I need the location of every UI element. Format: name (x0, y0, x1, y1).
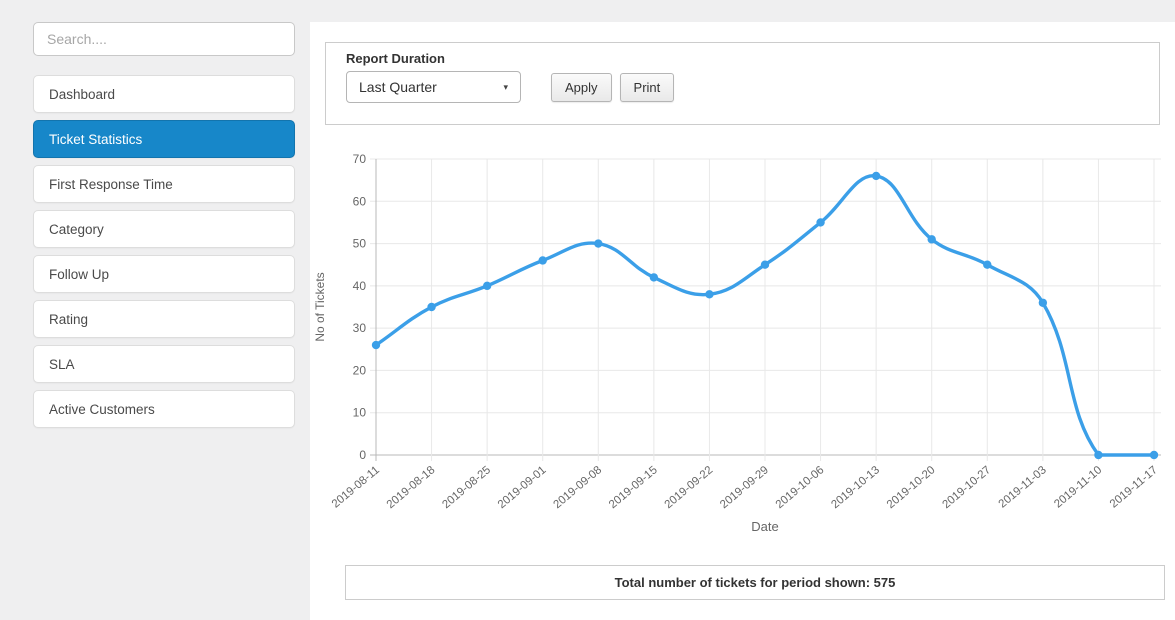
report-duration-panel: Report Duration Last Quarter ▾ Apply Pri… (325, 42, 1160, 125)
svg-text:2019-08-18: 2019-08-18 (385, 464, 438, 511)
sidebar-item-sla[interactable]: SLA (33, 345, 295, 383)
sidebar-item-label: Follow Up (49, 266, 110, 282)
svg-text:2019-09-15: 2019-09-15 (607, 464, 660, 511)
data-point (371, 340, 381, 350)
svg-text:0: 0 (359, 448, 366, 462)
total-summary: Total number of tickets for period shown… (345, 565, 1165, 600)
svg-text:2019-11-10: 2019-11-10 (1052, 464, 1104, 510)
data-point (871, 171, 881, 181)
print-button[interactable]: Print (619, 72, 675, 102)
svg-text:No of Tickets: No of Tickets (313, 272, 327, 341)
data-point (927, 235, 936, 244)
svg-text:2019-09-29: 2019-09-29 (718, 464, 771, 511)
svg-text:30: 30 (353, 321, 367, 335)
sidebar-item-ticket-statistics[interactable]: Ticket Statistics (33, 120, 295, 158)
svg-text:2019-10-06: 2019-10-06 (774, 464, 827, 511)
svg-text:2019-09-08: 2019-09-08 (551, 464, 604, 511)
sidebar-item-label: Category (49, 221, 104, 237)
svg-text:70: 70 (353, 152, 367, 166)
svg-text:20: 20 (353, 363, 367, 377)
svg-text:2019-08-11: 2019-08-11 (330, 464, 382, 510)
data-point (649, 273, 659, 282)
data-point (705, 290, 714, 299)
data-point (538, 256, 547, 265)
svg-text:2019-10-20: 2019-10-20 (885, 464, 938, 511)
svg-text:2019-11-03: 2019-11-03 (997, 464, 1049, 510)
sidebar-item-label: First Response Time (49, 176, 173, 192)
sidebar-item-active-customers[interactable]: Active Customers (33, 390, 295, 428)
data-point (594, 239, 603, 248)
data-point (1149, 450, 1159, 460)
search-input[interactable] (33, 22, 295, 56)
sidebar: Dashboard Ticket Statistics First Response… (0, 0, 310, 620)
svg-text:40: 40 (353, 279, 367, 293)
dropdown-arrow-icon: ▾ (503, 81, 508, 92)
sidebar-item-label: SLA (49, 356, 75, 372)
apply-button[interactable]: Apply (551, 72, 612, 102)
sidebar-menu: Dashboard Ticket Statistics First Response… (33, 75, 295, 435)
sidebar-item-category[interactable]: Category (33, 210, 295, 248)
duration-select-value: Last Quarter (359, 79, 437, 95)
svg-text:2019-11-17: 2019-11-17 (1108, 464, 1160, 510)
report-controls: Last Quarter ▾ Apply Print (346, 71, 682, 103)
data-point (482, 281, 492, 291)
data-point (760, 260, 770, 269)
report-duration-label: Report Duration (346, 51, 445, 66)
data-point (983, 260, 992, 269)
svg-text:2019-08-25: 2019-08-25 (440, 464, 493, 511)
sidebar-item-rating[interactable]: Rating (33, 300, 295, 338)
sidebar-item-label: Dashboard (49, 86, 116, 102)
svg-text:Date: Date (751, 519, 778, 534)
data-point (816, 218, 825, 227)
svg-text:2019-10-13: 2019-10-13 (829, 464, 882, 511)
svg-text:2019-09-22: 2019-09-22 (663, 464, 716, 511)
data-point (1038, 298, 1048, 307)
total-summary-text: Total number of tickets for period shown… (614, 575, 896, 590)
svg-text:10: 10 (353, 406, 367, 420)
svg-text:50: 50 (353, 237, 367, 251)
sidebar-item-dashboard[interactable]: Dashboard (33, 75, 295, 113)
sidebar-item-follow-up[interactable]: Follow Up (33, 255, 295, 293)
data-point (427, 302, 436, 312)
sidebar-item-first-response-time[interactable]: First Response Time (33, 165, 295, 203)
svg-text:60: 60 (353, 194, 367, 208)
data-point (1094, 450, 1103, 460)
tickets-line-chart: 0 10 20 30 40 50 60 70 2019-08-11 2019-08-18 2019-… (310, 140, 1175, 545)
sidebar-item-label: Active Customers (49, 401, 155, 417)
duration-select[interactable]: Last Quarter ▾ (346, 71, 521, 103)
svg-text:2019-10-27: 2019-10-27 (940, 464, 993, 511)
main-content: Report Duration Last Quarter ▾ Apply Pri… (310, 22, 1175, 620)
sidebar-item-label: Ticket Statistics (49, 131, 143, 147)
svg-text:2019-09-01: 2019-09-01 (496, 464, 549, 511)
sidebar-item-label: Rating (49, 311, 89, 327)
